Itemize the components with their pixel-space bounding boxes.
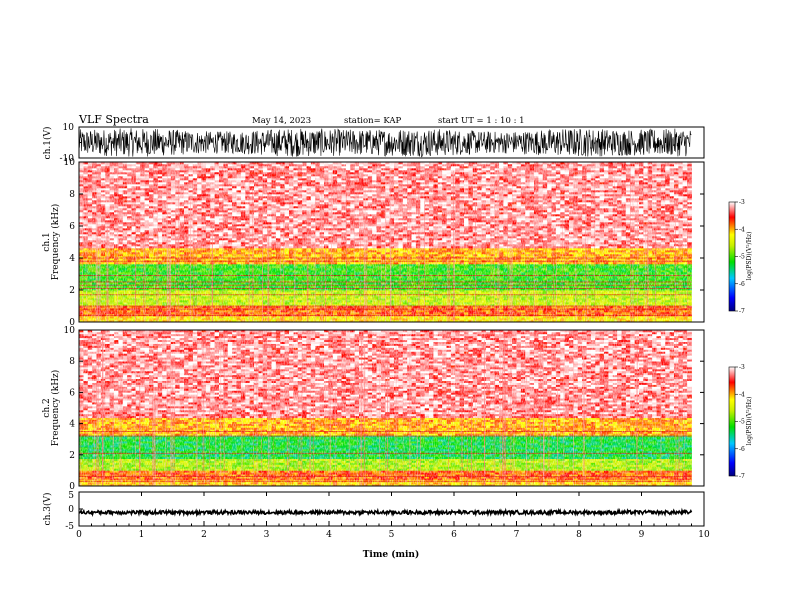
ch1-waveform-frame bbox=[78, 126, 705, 159]
figure-title: VLF Spectra bbox=[78, 113, 149, 126]
ch1-waveform-panel: 10 -10 ch.1(V) bbox=[42, 123, 705, 164]
ch1-spectrogram-image bbox=[78, 162, 692, 323]
ch1-waveform-line bbox=[78, 128, 692, 158]
start-time-label: start UT = 1 : 10 : 1 bbox=[438, 116, 525, 126]
ch1-ytick-bottom: -10 bbox=[60, 154, 75, 164]
station-label: station= KAP bbox=[344, 116, 402, 126]
ch1-waveform-plot bbox=[78, 128, 692, 158]
date-label: May 14, 2023 bbox=[252, 116, 311, 126]
ch1-ylabel: ch.1(V) bbox=[42, 127, 53, 160]
ch1-ytick-top: 10 bbox=[63, 123, 75, 133]
